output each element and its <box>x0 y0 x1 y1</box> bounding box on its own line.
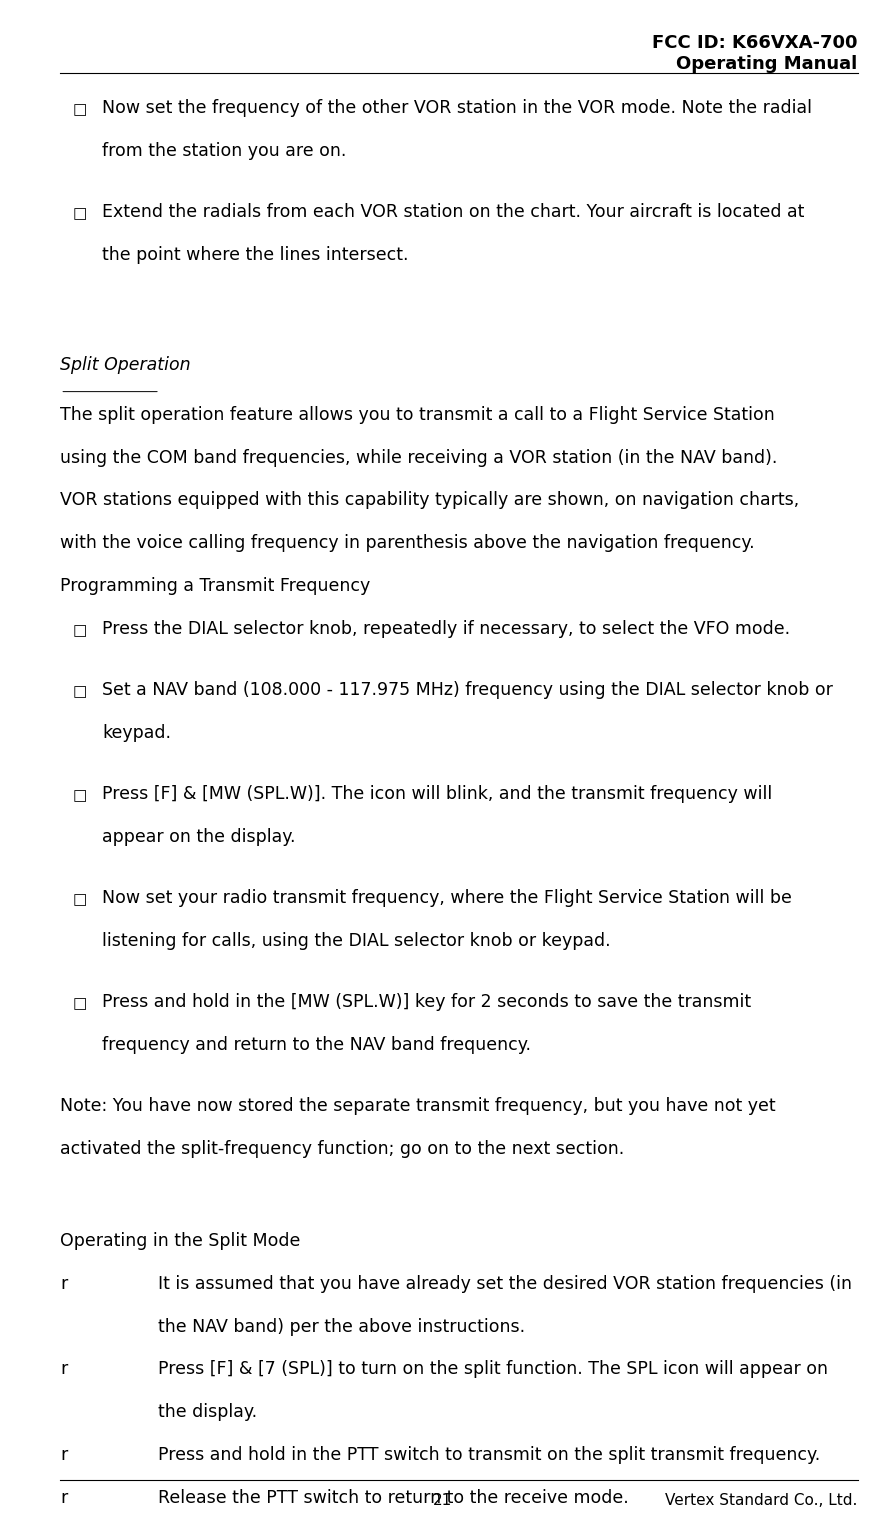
Text: r: r <box>60 1274 67 1293</box>
Text: Press and hold in the [MW (SPL.W)] key for 2 seconds to save the transmit: Press and hold in the [MW (SPL.W)] key f… <box>102 993 751 1011</box>
Text: FCC ID: K66VXA-700: FCC ID: K66VXA-700 <box>652 34 858 52</box>
Text: Programming a Transmit Frequency: Programming a Transmit Frequency <box>60 577 370 595</box>
Text: r: r <box>60 1489 67 1507</box>
Text: activated the split-frequency function; go on to the next section.: activated the split-frequency function; … <box>60 1140 625 1158</box>
Text: r: r <box>60 1446 67 1464</box>
Text: Press and hold in the PTT switch to transmit on the split transmit frequency.: Press and hold in the PTT switch to tran… <box>158 1446 820 1464</box>
Text: the NAV band) per the above instructions.: the NAV band) per the above instructions… <box>158 1317 525 1336</box>
Text: the display.: the display. <box>158 1403 257 1421</box>
Text: □: □ <box>73 103 87 118</box>
Text: Now set the frequency of the other VOR station in the VOR mode. Note the radial: Now set the frequency of the other VOR s… <box>102 99 812 118</box>
Text: Release the PTT switch to return to the receive mode.: Release the PTT switch to return to the … <box>158 1489 628 1507</box>
Text: Extend the radials from each VOR station on the chart. Your aircraft is located : Extend the radials from each VOR station… <box>102 203 804 222</box>
Text: Set a NAV band (108.000 - 117.975 MHz) frequency using the DIAL selector knob or: Set a NAV band (108.000 - 117.975 MHz) f… <box>102 681 833 699</box>
Text: The split operation feature allows you to transmit a call to a Flight Service St: The split operation feature allows you t… <box>60 405 775 424</box>
Text: Press the DIAL selector knob, repeatedly if necessary, to select the VFO mode.: Press the DIAL selector knob, repeatedly… <box>102 620 790 638</box>
Text: Vertex Standard Co., Ltd.: Vertex Standard Co., Ltd. <box>665 1493 858 1509</box>
Text: VOR stations equipped with this capability typically are shown, on navigation ch: VOR stations equipped with this capabili… <box>60 491 799 509</box>
Text: Operating Manual: Operating Manual <box>676 55 858 73</box>
Text: appear on the display.: appear on the display. <box>102 828 295 846</box>
Text: r: r <box>60 1360 67 1379</box>
Text: Press [F] & [MW (SPL.W)]. The icon will blink, and the transmit frequency will: Press [F] & [MW (SPL.W)]. The icon will … <box>102 785 772 803</box>
Text: 21: 21 <box>433 1493 453 1509</box>
Text: Note: You have now stored the separate transmit frequency, but you have not yet: Note: You have now stored the separate t… <box>60 1097 776 1115</box>
Text: It is assumed that you have already set the desired VOR station frequencies (in: It is assumed that you have already set … <box>158 1274 851 1293</box>
Text: □: □ <box>73 892 87 907</box>
Text: with the voice calling frequency in parenthesis above the navigation frequency.: with the voice calling frequency in pare… <box>60 534 755 552</box>
Text: listening for calls, using the DIAL selector knob or keypad.: listening for calls, using the DIAL sele… <box>102 932 610 950</box>
Text: Now set your radio transmit frequency, where the Flight Service Station will be: Now set your radio transmit frequency, w… <box>102 889 792 907</box>
Text: □: □ <box>73 623 87 638</box>
Text: from the station you are on.: from the station you are on. <box>102 142 346 161</box>
Text: Press [F] & [7 (SPL)] to turn on the split function. The SPL icon will appear on: Press [F] & [7 (SPL)] to turn on the spl… <box>158 1360 828 1379</box>
Text: □: □ <box>73 788 87 803</box>
Text: Operating in the Split Mode: Operating in the Split Mode <box>60 1232 300 1250</box>
Text: □: □ <box>73 996 87 1011</box>
Text: using the COM band frequencies, while receiving a VOR station (in the NAV band).: using the COM band frequencies, while re… <box>60 448 778 467</box>
Text: □: □ <box>73 684 87 699</box>
Text: the point where the lines intersect.: the point where the lines intersect. <box>102 246 408 265</box>
Text: keypad.: keypad. <box>102 724 171 742</box>
Text: Split Operation: Split Operation <box>60 356 190 375</box>
Text: frequency and return to the NAV band frequency.: frequency and return to the NAV band fre… <box>102 1036 531 1054</box>
Text: □: □ <box>73 207 87 222</box>
